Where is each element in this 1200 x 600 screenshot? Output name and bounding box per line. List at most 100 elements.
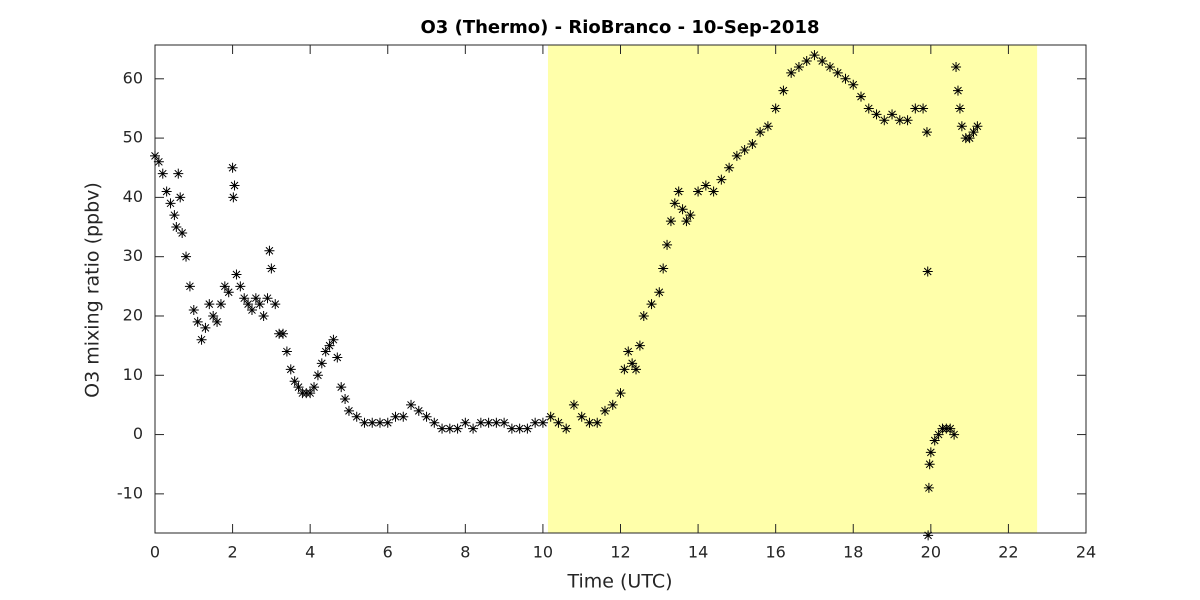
point: [215, 299, 226, 310]
point: [677, 204, 688, 215]
point: [879, 115, 890, 126]
point: [228, 192, 239, 203]
point: [522, 423, 533, 434]
x-tick-label: 8: [460, 543, 470, 562]
point: [925, 447, 936, 458]
point: [309, 382, 320, 393]
point: [972, 121, 983, 132]
point: [264, 245, 275, 256]
y-tick-label: 10: [123, 365, 143, 384]
y-tick-label: 30: [123, 246, 143, 265]
y-tick-label: 40: [123, 187, 143, 206]
x-tick-label: 14: [688, 543, 708, 562]
shaded-region: [547, 45, 1038, 533]
point: [293, 382, 304, 393]
point: [514, 423, 525, 434]
point: [421, 411, 432, 422]
point: [923, 530, 934, 541]
point: [716, 174, 727, 185]
point: [778, 85, 789, 96]
point: [922, 266, 933, 277]
point: [634, 340, 645, 351]
x-tick-label: 2: [227, 543, 237, 562]
point: [173, 168, 184, 179]
point: [646, 299, 657, 310]
point: [954, 103, 965, 114]
point: [340, 393, 351, 404]
x-tick-label: 18: [843, 543, 863, 562]
point: [243, 299, 254, 310]
point: [374, 417, 385, 428]
point: [918, 103, 929, 114]
point: [452, 423, 463, 434]
x-axis-label: Time (UTC): [566, 571, 672, 593]
point: [809, 50, 820, 61]
point: [619, 364, 630, 375]
point: [382, 417, 393, 428]
point: [910, 103, 921, 114]
point: [177, 227, 188, 238]
point: [262, 293, 273, 304]
point: [665, 216, 676, 227]
x-tick-label: 16: [765, 543, 785, 562]
point: [576, 411, 587, 422]
point: [150, 150, 160, 161]
point: [863, 103, 874, 114]
point: [638, 310, 649, 321]
point: [165, 198, 176, 209]
point: [305, 388, 316, 399]
plot-frame: [154, 44, 1087, 534]
point: [923, 482, 934, 493]
point: [747, 139, 758, 150]
point: [437, 423, 448, 434]
chart-title: O3 (Thermo) - RioBranco - 10-Sep-2018: [421, 17, 820, 38]
point: [921, 127, 932, 138]
point: [208, 310, 219, 321]
y-tick-label: 50: [123, 128, 143, 147]
point: [200, 322, 211, 333]
point: [887, 109, 898, 120]
point: [801, 56, 812, 67]
point: [316, 358, 327, 369]
point: [561, 423, 572, 434]
point: [351, 411, 362, 422]
point: [700, 180, 711, 191]
point: [367, 417, 378, 428]
point: [894, 115, 905, 126]
x-tick-label: 20: [921, 543, 941, 562]
point: [250, 293, 261, 304]
point: [654, 287, 665, 298]
point: [952, 85, 963, 96]
point: [856, 91, 867, 102]
point: [157, 168, 168, 179]
point: [708, 186, 719, 197]
point: [681, 216, 692, 227]
point: [312, 370, 323, 381]
point: [530, 417, 541, 428]
x-tick-label: 6: [383, 543, 393, 562]
y-tick-label: -10: [117, 483, 143, 502]
point: [945, 423, 956, 434]
point: [592, 417, 603, 428]
point: [336, 382, 347, 393]
point: [332, 352, 343, 363]
point: [229, 180, 240, 191]
point: [762, 121, 773, 132]
x-tick-label: 24: [1076, 543, 1096, 562]
point: [817, 56, 828, 67]
point: [328, 334, 339, 345]
point: [223, 287, 234, 298]
point: [359, 417, 370, 428]
point: [491, 417, 502, 428]
point: [693, 186, 704, 197]
point: [673, 186, 684, 197]
point: [196, 334, 207, 345]
point: [429, 417, 440, 428]
point: [246, 305, 257, 316]
point: [662, 239, 673, 250]
point: [824, 61, 835, 72]
point: [390, 411, 401, 422]
x-tick-label: 0: [150, 543, 160, 562]
y-tick-label: 0: [133, 424, 143, 443]
